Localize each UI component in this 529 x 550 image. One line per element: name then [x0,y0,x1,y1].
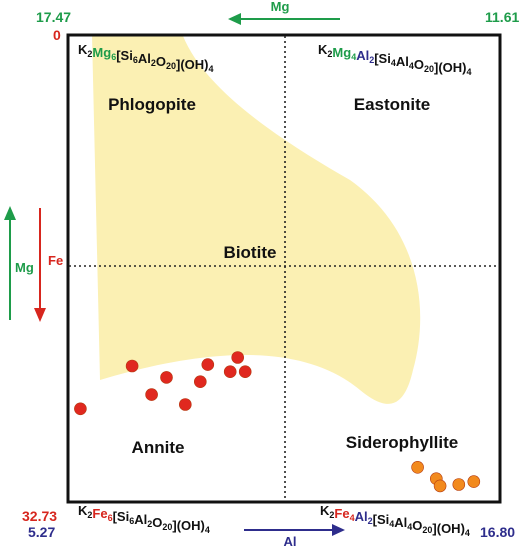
plot-frame [66,33,502,504]
corner-value-bottom-left: 5.27 [28,524,55,540]
formula-eastonite-endmember: K2Mg4Al2[Si4Al4O20](OH)4 [318,42,472,77]
formula-annite-endmember: K2Fe6[Si6Al2O20](OH)4 [78,503,210,535]
sample-points [74,351,481,493]
left-fe-arrow: Fe [34,208,63,322]
field-label-phlogopite: Phlogopite [108,95,196,114]
corner-value-bottom-right: 16.80 [480,524,515,540]
field-label-annite: Annite [132,438,185,457]
sample-point-orange [433,479,447,493]
left-fe-label: Fe [48,253,63,268]
sample-point-red [74,402,87,416]
sample-point-red [238,365,252,379]
field-label-siderophyllite: Siderophyllite [346,433,458,452]
biotite-field-region [92,35,421,404]
sample-point-red [179,398,192,411]
sample-point-red [231,351,244,364]
formula-siderophyllite-endmember: K2Fe4Al2[Si4Al4O20](OH)4 [320,503,470,538]
sample-point-red [160,371,173,384]
sample-point-red [194,375,207,389]
bottom-arrow-label: Al [284,534,297,549]
field-label-biotite: Biotite [224,243,277,262]
top-mg-arrow: Mg [228,0,340,25]
sample-point-orange [452,478,466,491]
sample-point-red [145,388,158,401]
formula-phlogopite-endmember: K2Mg6[Si6Al2O20](OH)4 [78,42,214,74]
corner-value-top-left: 17.47 [36,9,71,25]
field-label-eastonite: Eastonite [354,95,431,114]
corner-value-top-right: 11.61 [485,9,519,25]
sample-point-red [201,358,215,371]
sample-point-orange [467,475,481,488]
sample-point-red [223,365,237,379]
bottom-al-arrow: Al [244,524,345,549]
corner-value-left-top: 0 [53,27,61,43]
sample-point-orange [411,460,424,474]
left-mg-arrow: Mg [4,206,34,320]
left-mg-label: Mg [15,260,34,275]
sample-point-red [125,359,139,373]
top-arrow-label: Mg [271,0,290,14]
corner-value-left-bottom: 32.73 [22,508,57,524]
